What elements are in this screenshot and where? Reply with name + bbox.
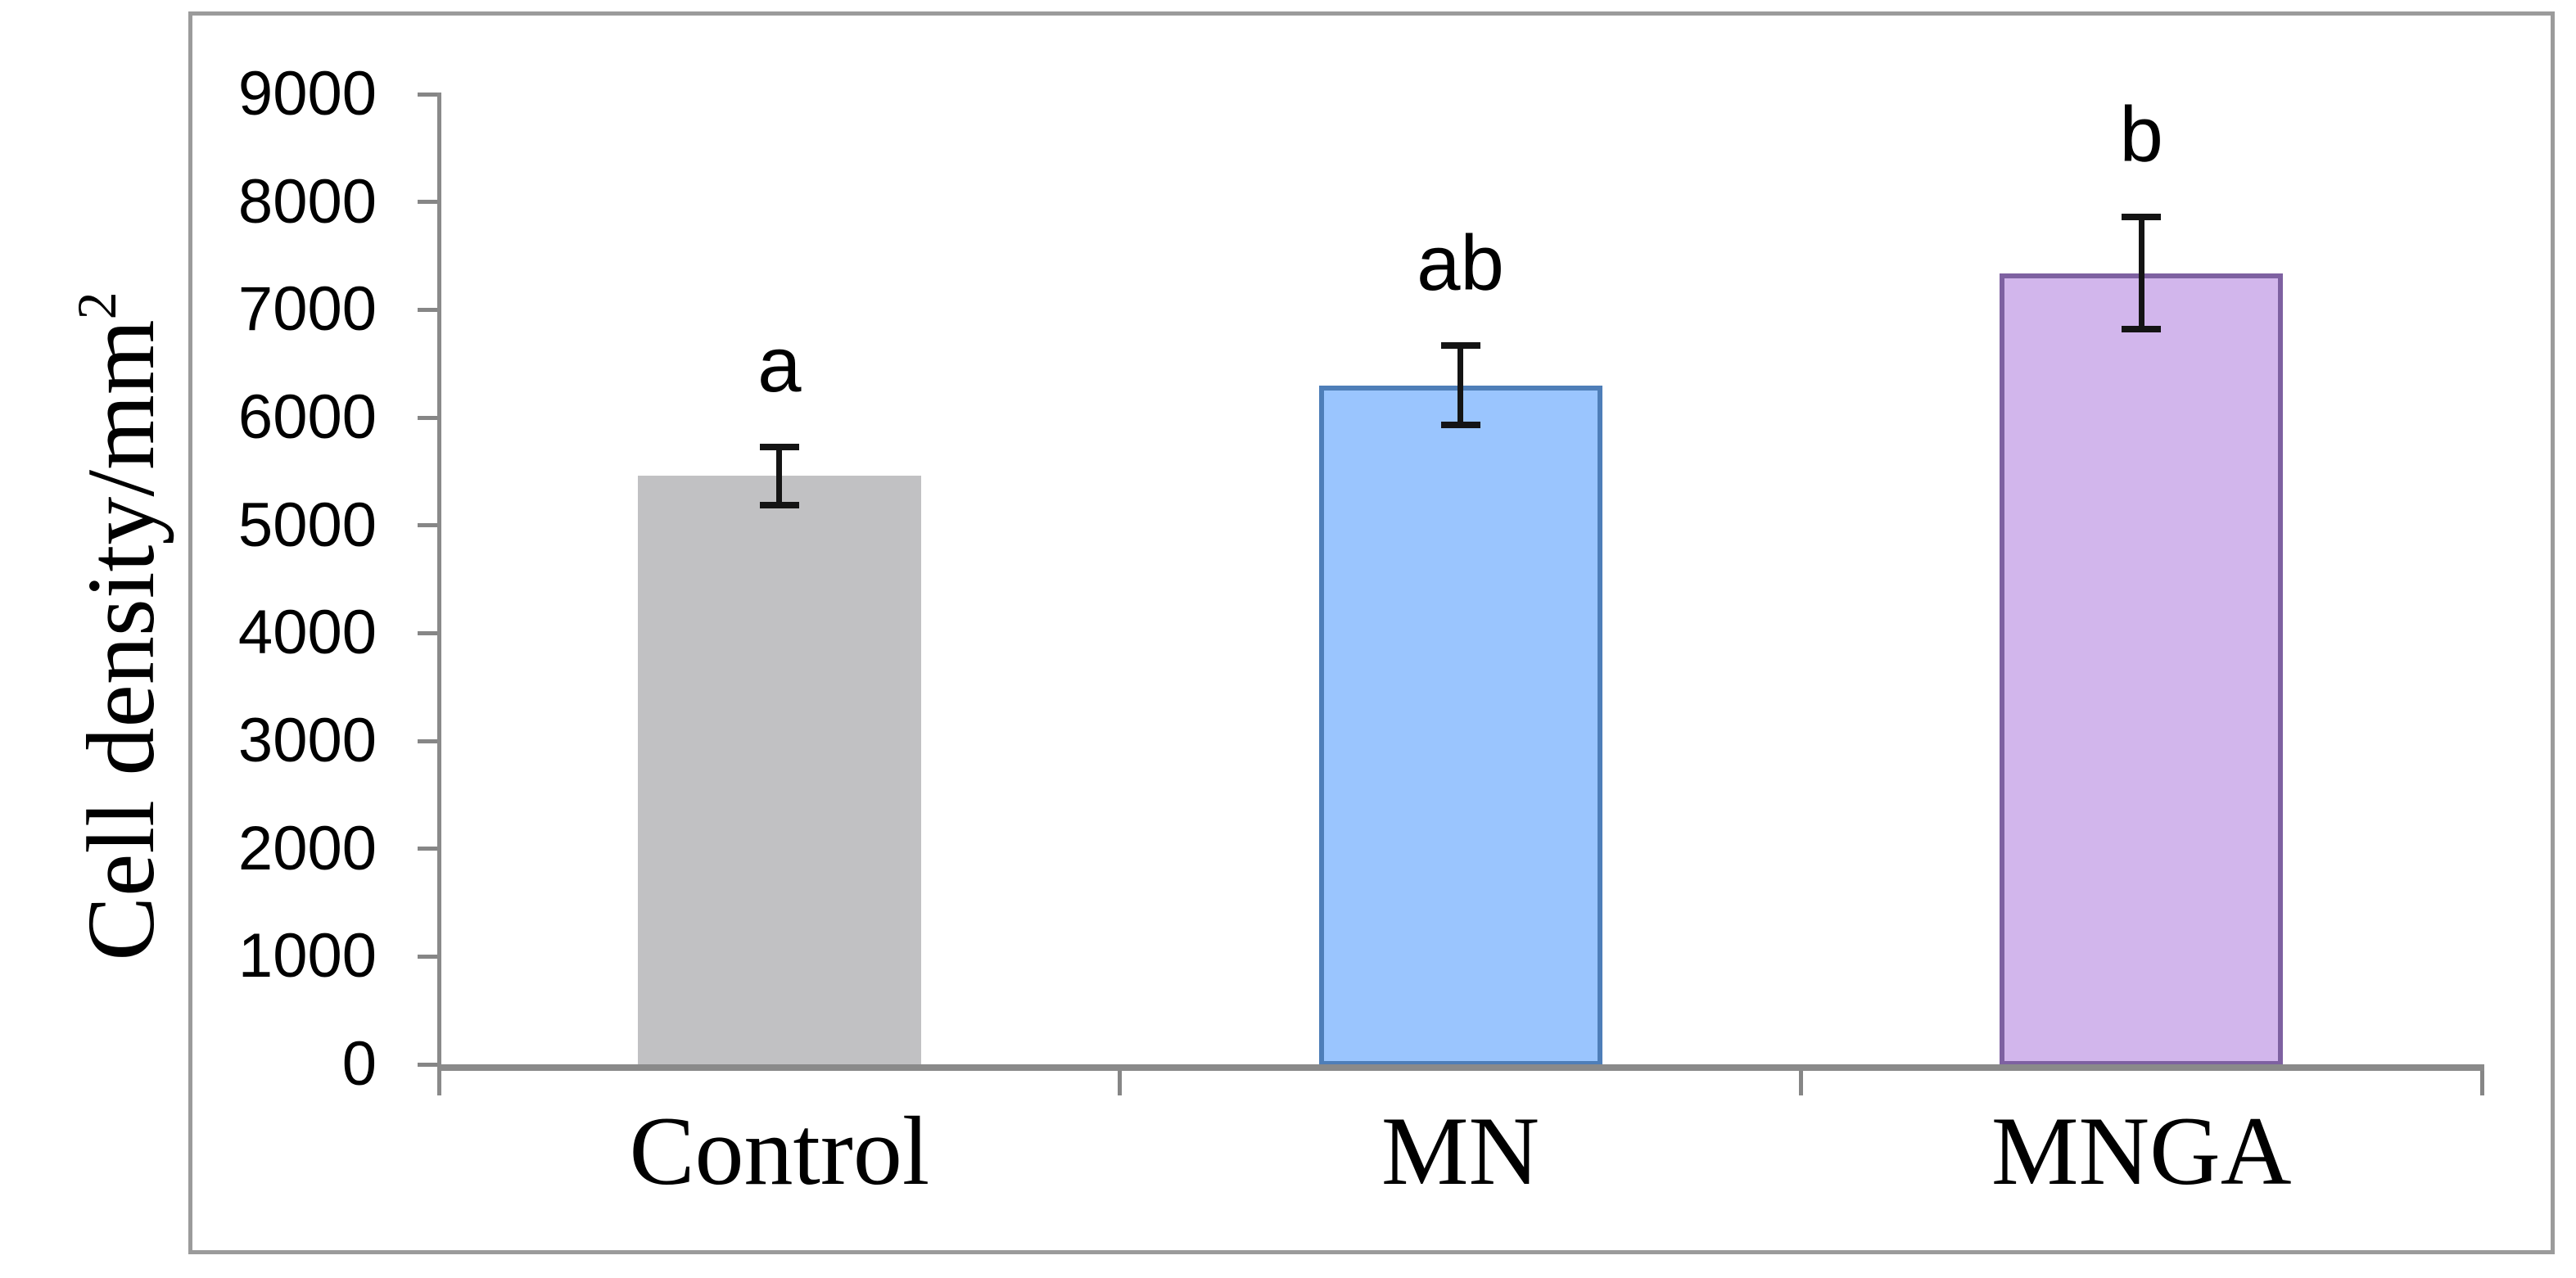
y-tick-label: 1000 bbox=[237, 921, 377, 991]
x-tick-label-control: Control bbox=[629, 1096, 930, 1205]
y-tick bbox=[418, 523, 439, 528]
error-bar-cap-bottom bbox=[2122, 326, 2162, 333]
y-tick bbox=[418, 738, 439, 743]
significance-letter-mnga: b bbox=[2119, 91, 2163, 179]
y-tick bbox=[418, 92, 439, 97]
error-bar-stem bbox=[776, 446, 783, 505]
bar-control bbox=[637, 476, 921, 1066]
y-tick bbox=[418, 307, 439, 312]
y-tick-label: 4000 bbox=[237, 598, 377, 668]
y-tick-label: 8000 bbox=[237, 166, 377, 237]
y-tick-label: 2000 bbox=[237, 813, 377, 883]
error-bar-stem bbox=[2138, 217, 2144, 330]
error-bar-cap-bottom bbox=[759, 501, 799, 508]
x-tick bbox=[1118, 1068, 1123, 1095]
y-tick bbox=[418, 200, 439, 205]
error-bar-stem bbox=[1457, 345, 1463, 425]
y-tick bbox=[418, 847, 439, 851]
y-tick bbox=[418, 415, 439, 420]
y-tick bbox=[418, 1062, 439, 1067]
y-tick-label: 5000 bbox=[237, 490, 377, 560]
y-tick-label: 6000 bbox=[237, 382, 377, 452]
significance-letter-control: a bbox=[757, 320, 802, 409]
y-tick-label: 3000 bbox=[237, 706, 377, 775]
error-bar-cap-top bbox=[759, 443, 799, 450]
y-tick-label: 0 bbox=[341, 1029, 377, 1099]
x-tick bbox=[1798, 1068, 1803, 1095]
y-tick-label: 7000 bbox=[237, 274, 377, 345]
significance-letter-mn: ab bbox=[1417, 219, 1504, 308]
error-bar-cap-bottom bbox=[1440, 421, 1480, 428]
bar-mnga bbox=[2000, 273, 2284, 1066]
y-axis-line bbox=[436, 93, 441, 1095]
y-tick-label: 9000 bbox=[237, 59, 377, 129]
y-tick bbox=[418, 954, 439, 959]
error-bar-cap-top bbox=[2122, 214, 2162, 221]
x-tick-label-mn: MN bbox=[1381, 1096, 1540, 1205]
bar-mn bbox=[1318, 385, 1602, 1066]
x-tick-label-mnga: MNGA bbox=[1991, 1096, 2292, 1205]
x-axis-line bbox=[436, 1064, 2484, 1071]
y-tick bbox=[418, 630, 439, 635]
error-bar-cap-top bbox=[1440, 342, 1480, 350]
x-tick bbox=[2479, 1068, 2484, 1095]
